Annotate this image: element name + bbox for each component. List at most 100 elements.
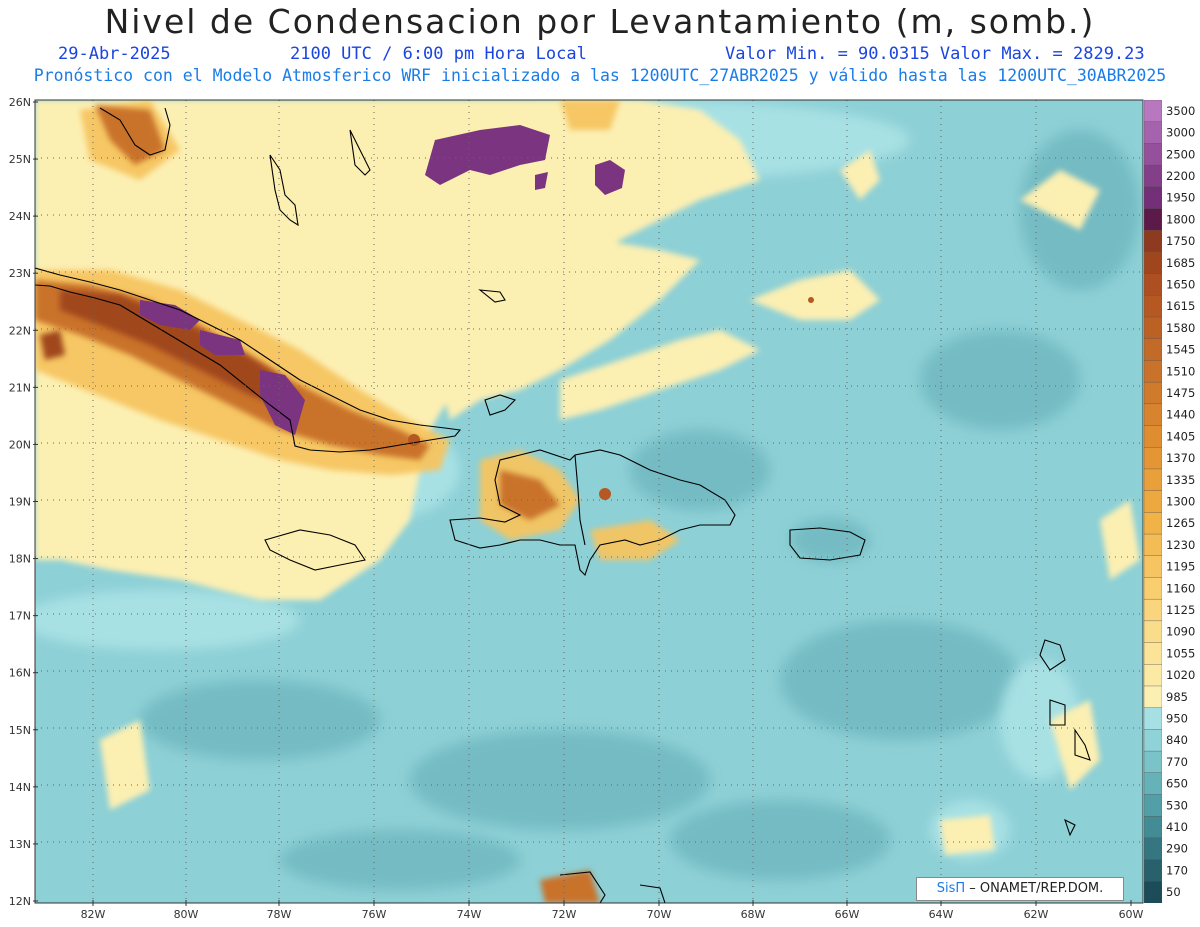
colorbar-label: 1615 bbox=[1166, 299, 1195, 313]
lon-label: 64W bbox=[929, 908, 954, 921]
colorbar-swatch bbox=[1144, 512, 1162, 535]
colorbar-swatch bbox=[1144, 685, 1162, 709]
colorbar-labels: 3500 3000 2500 2200 1950 1800 1750 1685 1650 1615… bbox=[1166, 104, 1195, 899]
colorbar-swatch bbox=[1144, 533, 1162, 557]
colorbar-label: 1650 bbox=[1166, 277, 1195, 291]
lon-label: 72W bbox=[552, 908, 577, 921]
colorbar-swatch bbox=[1144, 881, 1162, 903]
colorbar-label: 1195 bbox=[1166, 560, 1195, 574]
colorbar-label: 1020 bbox=[1166, 668, 1195, 682]
colorbar-label: 1055 bbox=[1166, 646, 1195, 660]
colorbar-swatch bbox=[1144, 598, 1162, 622]
lon-label: 66W bbox=[835, 908, 860, 921]
colorbar-swatch bbox=[1144, 143, 1162, 166]
colorbar-swatch bbox=[1144, 295, 1162, 318]
colorbar-label: 840 bbox=[1166, 733, 1188, 747]
colorbar-swatch bbox=[1144, 642, 1162, 665]
colorbar-swatch bbox=[1144, 447, 1162, 470]
lat-label: 21N bbox=[9, 381, 31, 394]
colorbar-label: 1545 bbox=[1166, 343, 1195, 357]
colorbar-label: 3000 bbox=[1166, 126, 1195, 140]
lat-label: 17N bbox=[9, 610, 31, 623]
colorbar-swatch bbox=[1144, 620, 1162, 644]
colorbar-label: 1335 bbox=[1166, 473, 1195, 487]
colorbar-label: 1475 bbox=[1166, 386, 1195, 400]
colorbar-label: 985 bbox=[1166, 690, 1188, 704]
colorbar-label: 50 bbox=[1166, 885, 1181, 899]
colorbar-swatch bbox=[1144, 208, 1162, 231]
lat-label: 19N bbox=[9, 496, 31, 509]
colorbar-swatch bbox=[1144, 403, 1162, 427]
value-range: Valor Min. = 90.0315 Valor Max. = 2829.2… bbox=[725, 44, 1145, 64]
colorbar-swatch bbox=[1144, 794, 1162, 817]
coastlines bbox=[35, 107, 1091, 903]
lat-label: 14N bbox=[9, 781, 31, 794]
lat-label: 20N bbox=[9, 438, 31, 451]
colorbar-label: 1405 bbox=[1166, 429, 1195, 443]
latitude-labels: 26N 25N 24N 23N 22N 21N 20N 19N 18N 17N 16N 15N 14N 1… bbox=[9, 96, 38, 908]
colorbar-label: 2500 bbox=[1166, 147, 1195, 161]
colorbar-label: 170 bbox=[1166, 863, 1188, 877]
colorbar-label: 1440 bbox=[1166, 408, 1195, 422]
lon-label: 68W bbox=[741, 908, 766, 921]
colorbar-label: 1090 bbox=[1166, 625, 1195, 639]
colorbar-label: 1510 bbox=[1166, 364, 1195, 378]
colorbar-swatch bbox=[1144, 859, 1162, 882]
colorbar-label: 770 bbox=[1166, 755, 1188, 769]
colorbar-swatch bbox=[1144, 273, 1162, 297]
lon-label: 82W bbox=[81, 908, 106, 921]
shaded-field bbox=[35, 100, 1143, 903]
lat-label: 22N bbox=[9, 324, 31, 337]
colorbar-label: 1300 bbox=[1166, 495, 1195, 509]
colorbar-label: 650 bbox=[1166, 777, 1188, 791]
colorbar-swatch bbox=[1144, 490, 1162, 514]
colorbar-swatch bbox=[1144, 750, 1162, 774]
model-info: Pronóstico con el Modelo Atmosferico WRF… bbox=[33, 66, 1167, 85]
lon-label: 60W bbox=[1119, 908, 1144, 921]
colorbar-swatch bbox=[1144, 555, 1162, 579]
colorbar-label: 1370 bbox=[1166, 451, 1195, 465]
colorbar bbox=[1144, 100, 1162, 903]
colorbar-swatch bbox=[1144, 425, 1162, 448]
map-title: Nivel de Condensacion por Levantamiento … bbox=[104, 2, 1096, 41]
colorbar-label: 1580 bbox=[1166, 321, 1195, 335]
lon-label: 70W bbox=[647, 908, 672, 921]
colorbar-label: 1950 bbox=[1166, 191, 1195, 205]
colorbar-label: 2200 bbox=[1166, 169, 1195, 183]
lat-label: 13N bbox=[9, 838, 31, 851]
colorbar-label: 1685 bbox=[1166, 256, 1195, 270]
lon-label: 80W bbox=[174, 908, 199, 921]
colorbar-label: 1230 bbox=[1166, 538, 1195, 552]
colorbar-swatch bbox=[1144, 468, 1162, 492]
colorbar-swatch bbox=[1144, 381, 1162, 405]
lat-label: 16N bbox=[9, 667, 31, 680]
colorbar-label: 1125 bbox=[1166, 603, 1195, 617]
colorbar-swatch bbox=[1144, 100, 1162, 123]
colorbar-label: 410 bbox=[1166, 820, 1188, 834]
colorbar-swatch bbox=[1144, 186, 1162, 210]
colorbar-swatch bbox=[1144, 164, 1162, 188]
colorbar-swatch bbox=[1144, 815, 1162, 839]
colorbar-swatch bbox=[1144, 360, 1162, 383]
longitude-labels: 82W 80W 78W 76W 74W 72W 70W 68W 66W 64W 62W 60W bbox=[81, 900, 1144, 921]
colorbar-label: 1265 bbox=[1166, 516, 1195, 530]
colorbar-swatch bbox=[1144, 338, 1162, 362]
lon-label: 78W bbox=[267, 908, 292, 921]
forecast-time: 2100 UTC / 6:00 pm Hora Local bbox=[290, 44, 587, 64]
colorbar-swatch bbox=[1144, 230, 1162, 253]
colorbar-swatch bbox=[1144, 316, 1162, 340]
lat-label: 25N bbox=[9, 153, 31, 166]
colorbar-swatch bbox=[1144, 707, 1162, 731]
lon-label: 76W bbox=[362, 908, 387, 921]
lat-label: 15N bbox=[9, 724, 31, 737]
colorbar-swatch bbox=[1144, 251, 1162, 275]
colorbar-swatch bbox=[1144, 837, 1162, 861]
colorbar-label: 1800 bbox=[1166, 212, 1195, 226]
lat-label: 18N bbox=[9, 553, 31, 566]
forecast-date: 29-Abr-2025 bbox=[58, 44, 171, 64]
lat-label: 12N bbox=[9, 895, 31, 908]
lat-label: 24N bbox=[9, 210, 31, 223]
colorbar-label: 950 bbox=[1166, 712, 1188, 726]
credit-org: – ONAMET/REP.DOM. bbox=[969, 881, 1104, 896]
lon-label: 62W bbox=[1024, 908, 1049, 921]
